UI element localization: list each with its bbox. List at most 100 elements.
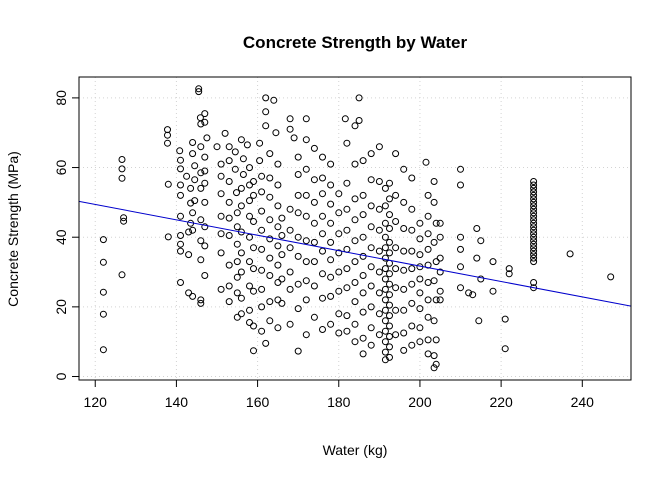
data-point — [381, 285, 389, 293]
data-point — [381, 275, 389, 283]
data-point — [530, 279, 538, 286]
data-point — [319, 174, 326, 182]
data-point — [335, 190, 343, 198]
data-point — [530, 240, 538, 248]
data-point — [164, 180, 172, 188]
data-point — [302, 237, 310, 245]
x-axis: 120 140 160 180 200 220 240 — [84, 379, 595, 410]
data-point — [392, 191, 400, 199]
data-point — [274, 261, 282, 269]
data-point — [176, 147, 184, 155]
data-point — [262, 339, 270, 347]
data-point — [217, 249, 225, 257]
data-point — [416, 219, 424, 227]
data-point — [386, 333, 393, 340]
data-point — [351, 320, 359, 328]
data-point — [185, 289, 193, 297]
y-axis: 0 20 40 60 80 — [53, 90, 80, 380]
data-point — [177, 240, 184, 248]
data-point — [530, 247, 538, 255]
data-point — [416, 251, 424, 259]
data-point — [258, 266, 266, 274]
data-point — [258, 226, 266, 234]
data-point — [225, 282, 233, 290]
data-point — [319, 190, 326, 198]
data-point — [189, 209, 197, 217]
data-point — [381, 327, 389, 335]
data-point — [266, 254, 274, 262]
data-point — [400, 266, 408, 274]
data-point — [262, 94, 270, 102]
data-point — [164, 233, 172, 241]
data-point — [120, 217, 128, 225]
data-point — [359, 252, 367, 260]
y-tick-label: 20 — [53, 299, 69, 315]
data-point — [359, 191, 367, 199]
data-point — [430, 364, 438, 372]
data-point — [530, 237, 538, 245]
data-point — [381, 254, 389, 262]
data-point — [457, 165, 464, 173]
data-point — [327, 219, 335, 227]
data-point — [392, 331, 400, 339]
data-point — [266, 317, 274, 325]
data-point — [530, 191, 538, 199]
data-point — [386, 238, 393, 246]
data-point — [408, 247, 416, 255]
data-point — [375, 205, 383, 213]
y-axis-label: Concrete Strength (MPa) — [5, 151, 21, 307]
data-point — [217, 172, 225, 180]
x-tick-label: 240 — [571, 394, 595, 410]
data-point — [359, 334, 367, 342]
data-point — [381, 219, 389, 227]
data-point — [367, 341, 375, 349]
data-point — [310, 313, 318, 321]
data-point — [237, 249, 245, 257]
data-point — [457, 284, 464, 292]
data-point — [381, 233, 389, 241]
data-point — [225, 143, 233, 151]
data-point — [432, 296, 440, 304]
data-point — [457, 263, 464, 271]
data-point — [217, 190, 225, 198]
data-point — [424, 313, 432, 321]
data-point — [335, 249, 343, 257]
data-point — [530, 284, 538, 292]
data-point — [217, 230, 225, 238]
data-point — [233, 313, 241, 321]
data-point — [99, 236, 107, 244]
data-point — [177, 181, 184, 189]
data-point — [231, 148, 239, 156]
data-point — [381, 348, 389, 356]
data-point — [436, 287, 444, 295]
data-point — [505, 270, 513, 278]
data-point — [341, 115, 349, 123]
data-point — [294, 153, 302, 161]
data-point — [243, 141, 251, 149]
data-point — [392, 244, 400, 252]
data-point — [381, 265, 389, 273]
data-point — [225, 178, 233, 185]
data-point — [246, 306, 253, 314]
data-point — [225, 232, 233, 239]
data-point — [177, 232, 184, 239]
data-point — [302, 258, 310, 266]
data-point — [250, 265, 257, 273]
data-point — [530, 244, 538, 252]
data-point — [250, 178, 257, 185]
data-point — [278, 275, 286, 283]
data-point — [375, 310, 383, 318]
data-point — [258, 303, 266, 311]
data-point — [189, 226, 197, 234]
data-point — [457, 245, 464, 253]
data-point — [566, 250, 574, 258]
data-point — [351, 338, 359, 346]
data-point — [197, 237, 205, 245]
data-point — [191, 197, 199, 205]
data-point — [225, 214, 233, 222]
data-point — [408, 205, 416, 213]
data-point — [530, 223, 538, 231]
data-point — [327, 292, 335, 300]
data-point — [319, 294, 326, 302]
